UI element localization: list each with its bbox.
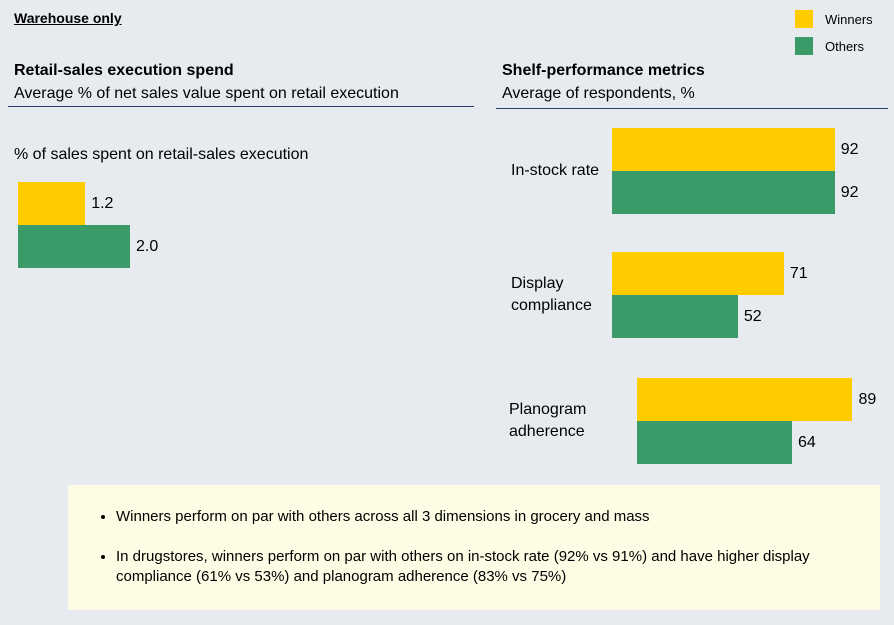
bar (18, 225, 130, 268)
bar (612, 295, 738, 338)
category-label: Display compliance (511, 275, 592, 314)
category-label: Planogram adherence (509, 401, 587, 440)
rule (496, 108, 888, 109)
header: Warehouse only (14, 10, 122, 26)
category-label: In-stock rate (511, 162, 600, 179)
legend-label: Others (825, 39, 865, 54)
notes-box: Winners perform on par with others acros… (68, 485, 880, 610)
notes-list: Winners perform on par with others acros… (68, 485, 880, 587)
chart-title: Shelf-performance metrics (502, 62, 705, 79)
chart-title: Retail-sales execution spend (14, 62, 234, 79)
value-label: 92 (840, 183, 859, 201)
legend-label: Winners (825, 12, 873, 27)
legend-swatch (795, 37, 813, 55)
note: In drugstores, winners perform on par wi… (116, 547, 840, 587)
bar (612, 128, 835, 171)
rule (8, 106, 474, 107)
chart-subtitle: Average of respondents, % (502, 85, 695, 102)
bar (612, 171, 835, 214)
note: Winners perform on par with others acros… (116, 507, 840, 527)
value-label: 52 (743, 307, 762, 325)
bar (637, 421, 792, 464)
value-label: 89 (858, 390, 877, 408)
chart-subtitle: Average % of net sales value spent on re… (14, 85, 399, 102)
value-label: 92 (840, 140, 859, 158)
bar (612, 252, 784, 295)
bar (637, 378, 853, 421)
bar (18, 182, 86, 225)
value-label: 71 (789, 264, 808, 282)
value-label: 1.2 (91, 194, 114, 212)
value-label: 64 (797, 433, 816, 451)
category-label: % of sales spent on retail-sales executi… (14, 146, 309, 163)
legend-swatch (795, 10, 813, 28)
value-label: 2.0 (136, 237, 159, 255)
